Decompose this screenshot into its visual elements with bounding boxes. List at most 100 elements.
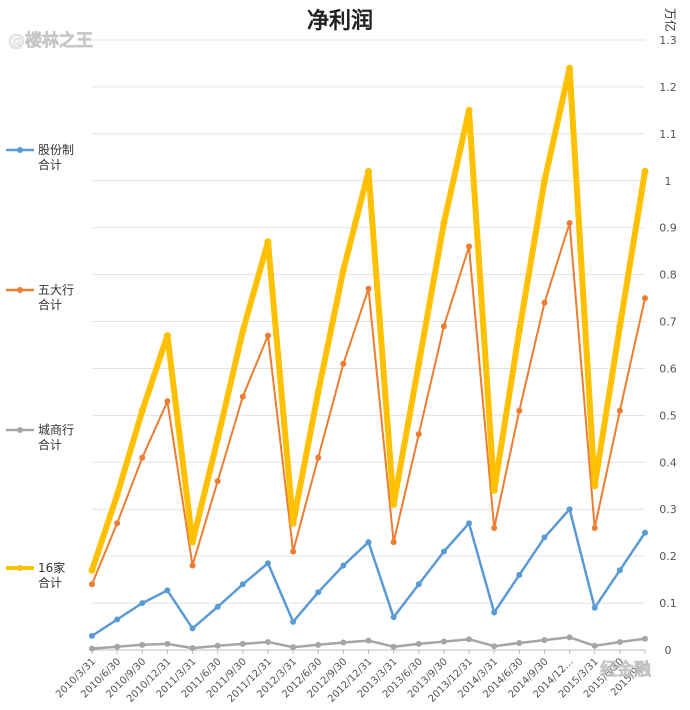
data-point (89, 581, 95, 588)
data-point (465, 106, 473, 114)
data-point (315, 641, 322, 648)
data-point (289, 519, 297, 527)
data-point (390, 539, 397, 546)
data-point (113, 491, 121, 499)
data-point (415, 360, 423, 368)
data-point (490, 486, 498, 494)
data-point (163, 332, 171, 340)
data-point (189, 562, 196, 569)
data-point (365, 167, 372, 175)
legend-marker (17, 427, 23, 433)
data-point (466, 636, 473, 643)
y-tick-label: 0.7 (659, 316, 677, 329)
data-point (138, 407, 146, 415)
legend-item: 城商行合计 (6, 422, 74, 452)
data-point (390, 614, 397, 621)
data-point (365, 539, 372, 546)
data-point (642, 529, 648, 536)
data-point (616, 639, 623, 646)
data-point (440, 638, 447, 645)
legend-label: 股份制合计 (38, 143, 74, 172)
data-point (340, 360, 347, 367)
data-point (566, 64, 574, 72)
data-point (365, 285, 372, 292)
data-point (440, 323, 447, 330)
data-point (290, 548, 297, 555)
data-point (491, 525, 498, 531)
data-point (264, 639, 271, 646)
data-point (591, 642, 598, 649)
data-point (164, 398, 171, 405)
series-line-3 (89, 65, 648, 574)
y-tick-label: 0.1 (659, 597, 677, 610)
legend-marker (17, 147, 23, 153)
data-point (516, 639, 523, 646)
data-point (642, 295, 648, 302)
data-point (515, 327, 523, 335)
series-lines (88, 64, 649, 652)
y-tick-label: 0.3 (659, 503, 677, 516)
legend-label: 五大行合计 (38, 283, 74, 312)
y-tick-label: 0.4 (659, 456, 677, 469)
data-point (642, 635, 648, 642)
legend-label: 16家合计 (38, 560, 65, 590)
chart-title: 净利润 (307, 8, 373, 34)
y-tick-label: 0 (665, 644, 672, 657)
data-point (340, 562, 347, 569)
data-point (88, 566, 96, 574)
watermark-top-left: @楼林之王 (8, 30, 93, 51)
watermark-bottom-right: 经金融 (600, 659, 651, 680)
y-tick-label: 1.2 (659, 81, 677, 94)
data-point (189, 538, 197, 546)
data-point (390, 501, 398, 509)
data-point (541, 534, 548, 541)
data-point (89, 632, 95, 639)
data-point (541, 299, 548, 306)
data-point (164, 587, 171, 594)
data-point (540, 177, 548, 185)
data-point (264, 332, 271, 339)
data-point (415, 640, 422, 647)
y-tick-label: 0.6 (659, 362, 677, 375)
data-point (516, 571, 523, 578)
y-tick-label: 1.3 (659, 34, 677, 47)
y-axis: 0 0.1 0.2 0.3 0.4 0.5 0.6 0.7 0.8 0.9 1 1.1 1.2 1.3 (659, 34, 677, 657)
data-point (89, 645, 95, 652)
data-point (290, 644, 297, 651)
data-point (415, 581, 422, 588)
data-point (466, 243, 473, 250)
data-point (390, 643, 397, 650)
data-point (139, 600, 146, 607)
data-point (440, 219, 448, 227)
data-point (566, 506, 573, 513)
data-point (189, 645, 196, 652)
data-point (440, 548, 447, 555)
data-point (264, 560, 271, 567)
data-point (340, 639, 347, 646)
legend-marker (17, 565, 23, 571)
y-tick-label: 0.5 (659, 409, 677, 422)
data-point (566, 634, 573, 641)
gridlines (92, 39, 645, 651)
legend-item: 五大行合计 (6, 283, 74, 312)
legend-item: 16家合计 (6, 560, 65, 590)
data-point (339, 266, 347, 274)
data-point (566, 220, 573, 226)
data-point (641, 167, 649, 175)
data-point (239, 393, 246, 400)
y-tick-label: 0.8 (659, 269, 677, 282)
legend-label: 城商行合计 (38, 422, 74, 452)
data-point (214, 478, 221, 485)
data-point (516, 407, 523, 414)
data-point (239, 581, 246, 588)
y-tick-label: 0.9 (659, 222, 677, 235)
legend-marker (17, 287, 23, 293)
data-point (264, 238, 272, 246)
data-point (114, 520, 121, 527)
data-point (491, 609, 498, 616)
data-point (315, 454, 322, 461)
data-point (139, 641, 146, 648)
data-point (415, 431, 422, 438)
